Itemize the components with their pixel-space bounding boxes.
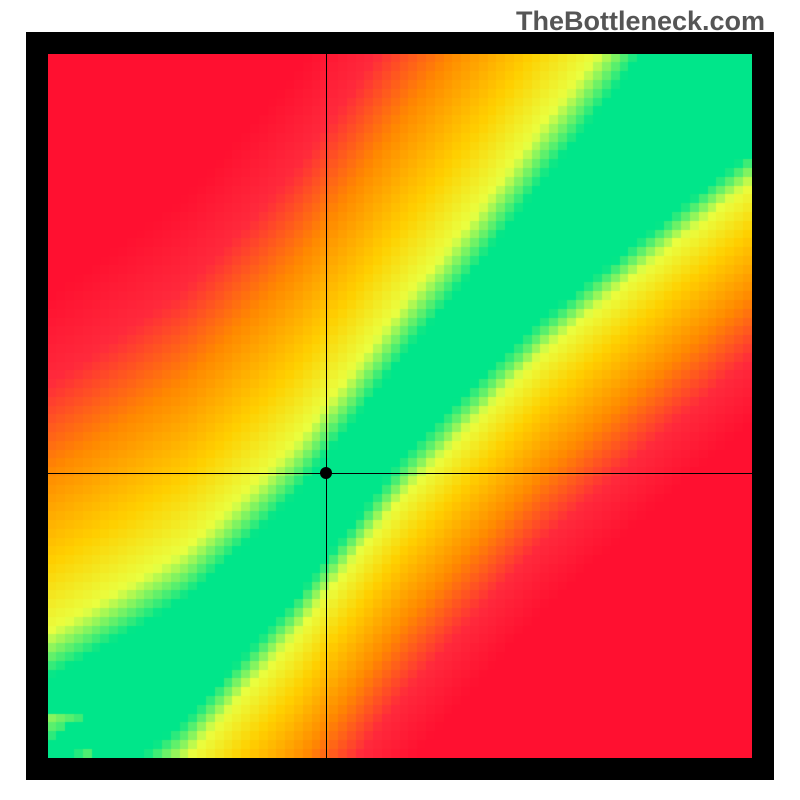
selected-point-marker [320, 467, 332, 479]
crosshair-horizontal [48, 473, 752, 474]
bottleneck-heatmap [48, 54, 752, 758]
crosshair-vertical [326, 54, 327, 758]
watermark-text: TheBottleneck.com [516, 6, 765, 37]
